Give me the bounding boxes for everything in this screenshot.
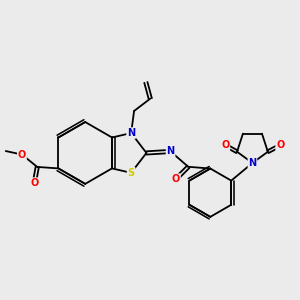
Text: N: N: [127, 128, 135, 138]
Text: S: S: [128, 168, 135, 178]
Text: O: O: [18, 150, 26, 160]
Text: O: O: [30, 178, 38, 188]
Text: N: N: [248, 158, 256, 168]
Text: O: O: [221, 140, 230, 150]
Text: N: N: [167, 146, 175, 157]
Text: O: O: [172, 174, 180, 184]
Text: O: O: [276, 140, 284, 150]
